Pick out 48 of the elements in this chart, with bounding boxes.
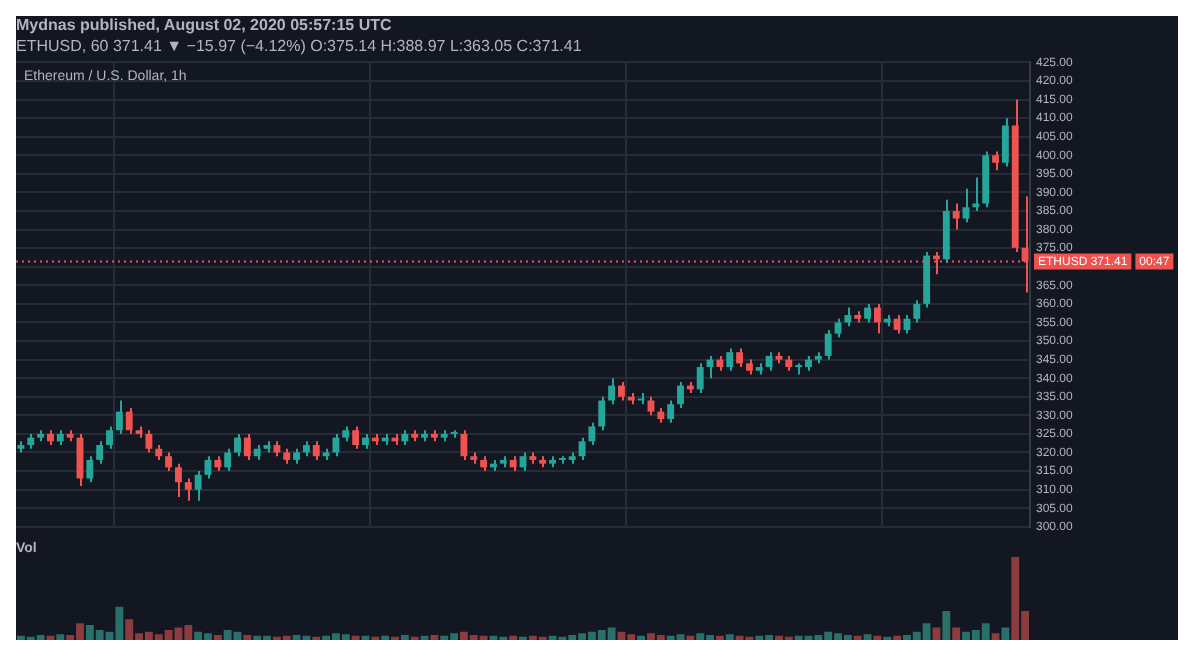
- candlestick: [243, 432, 251, 461]
- candlestick: [844, 306, 852, 328]
- candlestick: [115, 399, 123, 435]
- candlestick: [824, 328, 832, 361]
- candlestick: [667, 399, 675, 424]
- candlestick: [765, 351, 773, 372]
- candlestick: [1001, 117, 1009, 168]
- candlestick: [726, 347, 734, 372]
- candlestick: [864, 302, 872, 324]
- candlestick: [460, 429, 468, 461]
- candlestick: [598, 395, 606, 432]
- candlestick: [352, 425, 360, 450]
- candlestick: [696, 362, 704, 395]
- candlestick: [834, 317, 842, 339]
- bar: [942, 610, 951, 640]
- candlestick: [165, 451, 173, 473]
- candlestick: [618, 380, 625, 402]
- chart-title: Mydnas published, August 02, 2020 05:57:15 UTC: [16, 16, 392, 35]
- candlestick: [903, 314, 911, 335]
- candlestick: [234, 432, 241, 458]
- candlestick: [578, 436, 586, 461]
- candlestick: [647, 395, 655, 417]
- candlestick: [194, 470, 202, 502]
- bar: [725, 634, 734, 640]
- candlestick: [174, 462, 182, 499]
- candlestick: [952, 202, 960, 231]
- candlestick: [184, 477, 192, 502]
- candlestick: [145, 429, 153, 454]
- candlestick: [893, 314, 901, 335]
- bar: [1001, 627, 1010, 640]
- bar: [991, 633, 1000, 640]
- chart-subtitle: ETHUSD, 60 371.41 ▼ −15.97 (−4.12%) O:375.14 H:388.97 L:363.05 C:371.41: [16, 37, 583, 56]
- candlestick: [873, 302, 881, 335]
- candlestick: [106, 425, 113, 450]
- candlestick: [677, 380, 684, 409]
- candlestick: [736, 347, 744, 369]
- bar: [863, 634, 872, 640]
- candlestick: [224, 447, 232, 473]
- candlestick: [588, 421, 596, 447]
- bar: [952, 627, 961, 640]
- candlestick: [312, 440, 320, 461]
- candlestick: [86, 455, 94, 484]
- candlestick: [992, 150, 999, 172]
- bar: [56, 634, 65, 640]
- candlestick: [608, 377, 616, 406]
- candlestick: [913, 299, 921, 324]
- candlestick: [96, 440, 104, 465]
- candlestick: [125, 406, 133, 435]
